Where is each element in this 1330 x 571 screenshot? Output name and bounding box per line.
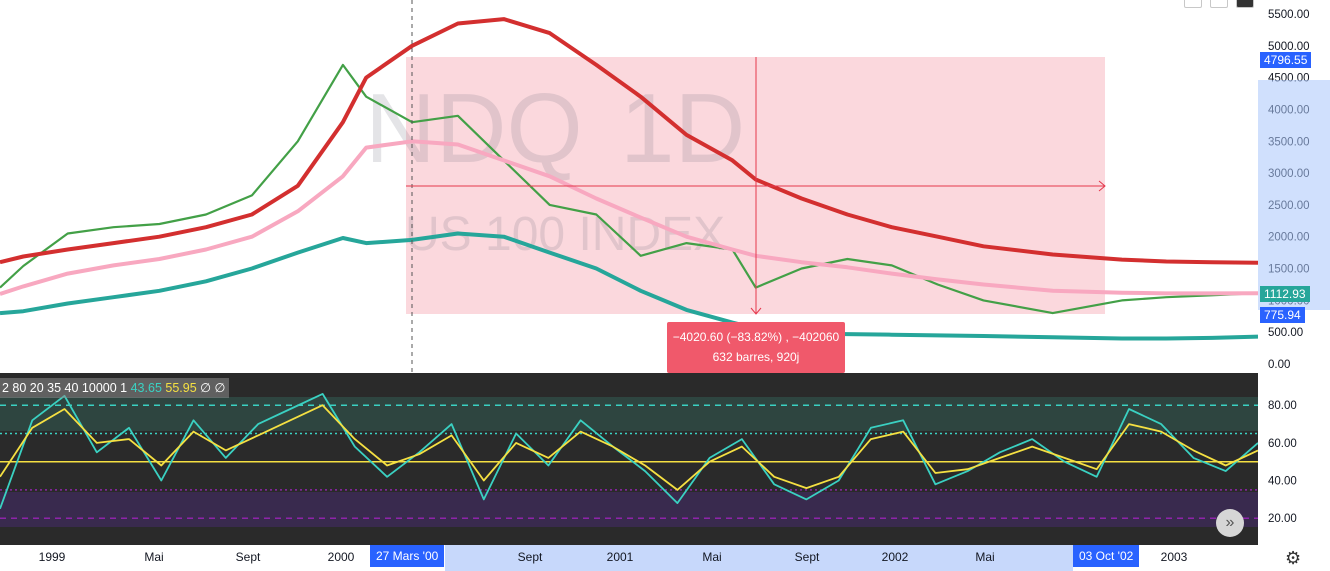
time-tick-label: 2000 [328, 550, 355, 564]
indicator-tick-label: 20.00 [1268, 513, 1297, 525]
indicator-levels [0, 404, 1258, 519]
price-tag-last: 1112.93 [1260, 286, 1310, 302]
price-tick-label: 5000.00 [1268, 41, 1310, 53]
measure-info-box: −4020.60 (−83.82%) , −402060 632 barres,… [667, 322, 845, 373]
time-tick-label: 2001 [607, 550, 634, 564]
time-axis-highlight [445, 545, 1073, 571]
time-tick-label: 2003 [1161, 550, 1188, 564]
price-series-line-0[interactable] [0, 63, 1259, 315]
scroll-to-realtime-button[interactable]: » [1216, 509, 1244, 537]
indicator-value-4: ∅ [214, 381, 226, 395]
indicator-tick-label: 80.00 [1268, 400, 1297, 412]
time-tick-label: Sept [236, 550, 261, 564]
time-tick-label: 2002 [882, 550, 909, 564]
price-tick-label: 0.00 [1268, 359, 1290, 371]
indicator-value-2: 55.95 [165, 381, 197, 395]
measure-info-line1: −4020.60 (−83.82%) , −402060 [672, 330, 840, 344]
indicator-series-line-1[interactable] [0, 404, 1259, 491]
indicator-params: 2 80 20 35 40 10000 1 [2, 381, 128, 395]
time-tick-label: 1999 [39, 550, 66, 564]
measure-arrowhead-right [1098, 180, 1106, 192]
watermark-interval: 1D [620, 73, 745, 183]
price-tick-label: 500.00 [1268, 327, 1303, 339]
price-tag-lower: 775.94 [1260, 307, 1305, 323]
indicator-series-line-0[interactable] [0, 392, 1259, 510]
price-series-group [0, 17, 1259, 341]
indicator-value-1: 43.65 [130, 381, 162, 395]
double-chevron-right-icon: » [1225, 514, 1235, 531]
indicator-axis[interactable] [1258, 373, 1330, 545]
indicator-oversold-band [0, 492, 1258, 527]
time-badge-start: 27 Mars '00 [370, 545, 445, 567]
time-tick-label: Sept [518, 550, 543, 564]
time-tick-label: Mai [702, 550, 721, 564]
indicator-overbought-band [0, 397, 1258, 431]
pane-button-2[interactable] [1210, 0, 1228, 8]
indicator-legend[interactable]: 2 80 20 35 40 10000 1 43.65 55.95 ∅ ∅ [0, 378, 230, 398]
watermark-symbol: NDQ [365, 73, 583, 183]
time-tick-label: Mai [975, 550, 994, 564]
price-series-line-1[interactable] [0, 17, 1259, 265]
price-series-line-3[interactable] [0, 231, 1259, 341]
time-tick-label: Sept [795, 550, 820, 564]
time-axis-ticks: 1999 Mai Sept 2000 Sept 2001 Mai Sept 2002 Mai 200… [39, 550, 1188, 564]
gear-icon[interactable]: ⚙ [1285, 548, 1302, 568]
pane-button-1[interactable] [1184, 0, 1202, 8]
indicator-value-3: ∅ [200, 381, 212, 395]
price-axis-highlight [1258, 80, 1330, 310]
indicator-series-group [0, 392, 1259, 510]
indicator-tick-label: 40.00 [1268, 476, 1297, 488]
indicator-tick-label: 60.00 [1268, 438, 1297, 450]
time-tick-label: Mai [144, 550, 163, 564]
price-series-line-2[interactable] [0, 139, 1259, 296]
measure-arrowhead-down [750, 307, 762, 315]
indicator-axis-ticks: 20.00 40.00 60.00 80.00 [1268, 400, 1297, 525]
price-tag-upper: 4796.55 [1260, 52, 1312, 68]
measure-info-line2: 632 barres, 920j [712, 350, 800, 364]
time-badge-end: 03 Oct '02 [1073, 545, 1140, 567]
pane-button-3[interactable] [1236, 0, 1254, 8]
price-tick-label: 5500.00 [1268, 9, 1310, 21]
